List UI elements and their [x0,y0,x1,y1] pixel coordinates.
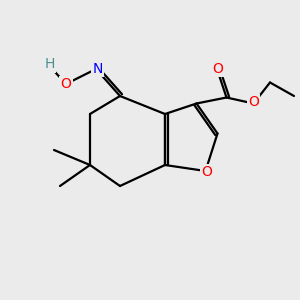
Text: N: N [92,62,103,76]
Text: O: O [61,77,71,91]
Text: O: O [248,95,259,109]
Text: O: O [202,166,212,179]
Text: H: H [44,58,55,71]
Text: O: O [212,62,223,76]
